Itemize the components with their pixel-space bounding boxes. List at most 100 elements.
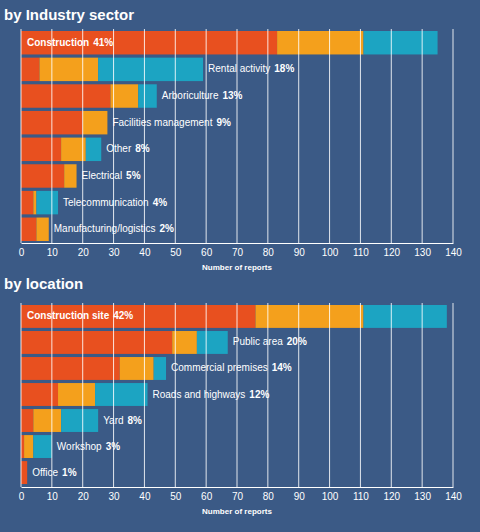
grid-line [453,29,454,243]
tick-label: 120 [383,491,400,502]
tick: 130 [414,487,431,502]
tick-label: 10 [47,247,59,258]
bar-segment [58,383,95,406]
grid-line [51,303,52,487]
bar-segment [36,191,58,214]
category-share: 9% [216,116,231,127]
bar-segment [21,305,256,328]
grid-line [298,29,299,243]
tick-label: 90 [294,247,306,258]
tick: 130 [414,243,431,258]
grid [21,29,453,243]
bar-segment [364,305,447,328]
tick: 90 [294,243,306,258]
axis-title: Number of reports [202,507,272,516]
bars [21,305,447,484]
category-share: 4% [153,196,168,207]
grid [21,303,453,487]
tick-label: 110 [353,491,369,502]
bar-segment [138,84,157,107]
category-name: Construction site [27,310,110,321]
grid-line [237,29,238,243]
tick: 70 [232,487,244,502]
category-name: Telecommunication [63,196,149,207]
tick: 20 [78,243,90,258]
tick-label: 30 [109,247,121,258]
category-share: 18% [274,63,294,74]
tick: 120 [383,487,400,502]
category-name: Manufacturing/logistics [54,223,156,234]
x-axis: 0102030405060708090100110120130140 [19,243,463,258]
tick-label: 140 [445,491,462,502]
bar-segment [256,305,364,328]
category-share: 12% [249,388,269,399]
axis-title: Number of reports [202,263,272,272]
grid-line [329,303,330,487]
tick: 10 [47,487,59,502]
tick: 50 [170,243,182,258]
tick-label: 20 [78,247,90,258]
grid-line [360,303,361,487]
tick-label: 100 [322,247,339,258]
bar-segment [21,58,40,81]
category-name: Other [106,143,132,154]
bar-segment [64,164,76,187]
category-labels: Construction41%Rental activity18%Arboric… [27,36,294,234]
grid-line [82,303,83,487]
axis-line [22,487,454,488]
bar-segment [21,461,27,484]
category-name: Facilities management [112,116,212,127]
category-label: Arboriculture13% [162,90,243,101]
tick: 10 [47,243,59,258]
tick-label: 20 [78,491,90,502]
grid-line [51,29,52,243]
chart-container: by Industry sectorConstruction41%Rental … [0,0,480,532]
bar-segment [48,218,49,241]
bar-segment [76,164,77,187]
category-name: Electrical [82,170,123,181]
axis-line [22,243,454,244]
tick: 0 [19,487,25,502]
bar-segment [21,331,172,354]
tick: 30 [109,487,121,502]
bar-segment [21,383,58,406]
tick-label: 140 [445,247,462,258]
grid-line [360,29,361,243]
tick-label: 0 [19,247,25,258]
bar-segment [27,461,28,484]
tick: 80 [263,487,275,502]
tick-label: 60 [201,247,213,258]
category-label: Public area20% [233,336,307,347]
tick-label: 120 [383,247,400,258]
tick: 40 [139,243,151,258]
tick-label: 90 [294,491,306,502]
category-name: Workshop [57,440,102,451]
bar-segment [110,84,138,107]
bar-segment [83,111,108,134]
category-label: Other8% [106,143,150,154]
bar-segment [24,435,33,458]
bar-segment [21,409,33,432]
bar-segment [95,383,147,406]
bar-segment [86,138,101,161]
bar-segment [27,461,28,484]
bar-segment [21,84,110,107]
chart-svg: by Industry sectorConstruction41%Rental … [0,0,480,532]
category-share: 42% [113,310,133,321]
grid-line [21,29,22,243]
tick-label: 40 [139,491,151,502]
category-label: Facilities management 9% [112,116,231,127]
tick-label: 110 [353,247,369,258]
grid-line [206,29,207,243]
tick: 80 [263,243,275,258]
tick-label: 80 [263,247,275,258]
bar-segment [21,218,36,241]
bar-segment [21,357,120,380]
category-name: Commercial premises [171,362,268,373]
grid-line [267,29,268,243]
category-share: 41% [93,36,113,47]
bar-segment [364,31,438,54]
tick: 140 [445,487,462,502]
category-name: Roads and highways [153,388,246,399]
category-name: Construction [27,36,89,47]
